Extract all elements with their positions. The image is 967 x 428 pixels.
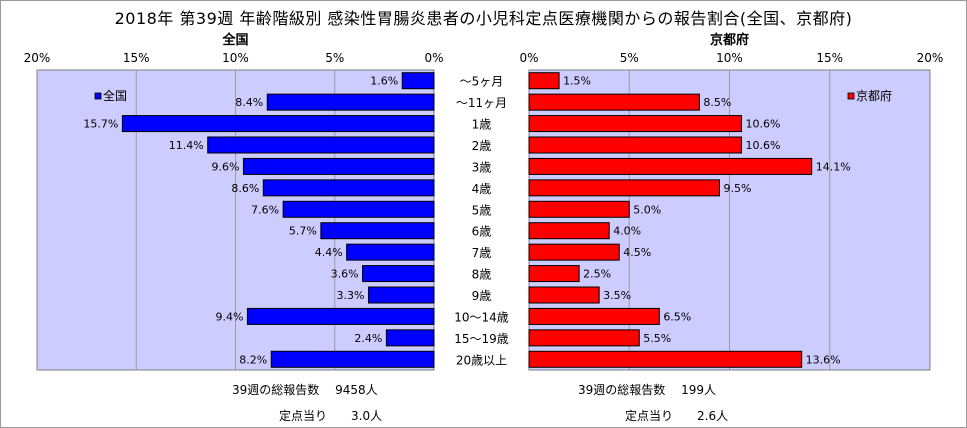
national-per-site: 定点当り 3.0人 (279, 409, 383, 423)
category-label: 6歳 (472, 225, 492, 239)
category-label: 15～19歳 (454, 332, 509, 346)
category-label: 9歳 (472, 289, 492, 303)
national-bar (346, 243, 435, 261)
national-bar (401, 72, 435, 90)
national-tick-label: 15% (123, 51, 150, 65)
national-data-label: 1.6% (370, 75, 398, 88)
kyoto-bar (528, 243, 620, 261)
category-label: 4歳 (472, 182, 492, 196)
national-tick-label: 20% (24, 51, 51, 65)
kyoto-bar (528, 136, 743, 154)
national-data-label: 15.7% (83, 118, 118, 131)
national-data-label: 11.4% (169, 139, 204, 152)
national-bar (367, 286, 435, 304)
kyoto-data-label: 6.5% (663, 310, 691, 323)
kyoto-data-label: 8.5% (703, 96, 731, 109)
kyoto-data-label: 1.5% (563, 75, 591, 88)
national-bar (121, 115, 435, 133)
kyoto-bar (528, 265, 580, 283)
national-tick-label: 10% (222, 51, 249, 65)
kyoto-bar (528, 329, 640, 347)
kyoto-bar (528, 179, 720, 197)
chart-title: 2018年 第39週 年齢階級別 感染性胃腸炎患者の小児科定点医療機関からの報告… (114, 9, 853, 28)
kyoto-bar (528, 307, 660, 325)
kyoto-per-site: 定点当り 2.6人 (625, 409, 729, 423)
category-label: ～5ヶ月 (460, 75, 504, 89)
kyoto-legend-label: 京都府 (856, 88, 892, 103)
kyoto-data-label: 13.6% (806, 353, 841, 366)
category-label: ～11ヶ月 (456, 96, 507, 110)
national-legend-swatch (94, 92, 102, 100)
national-bar (242, 157, 435, 175)
kyoto-bar (528, 350, 803, 368)
national-bar (207, 136, 435, 154)
national-legend-label: 全国 (103, 88, 127, 103)
category-label: 20歳以上 (456, 353, 507, 367)
kyoto-data-label: 10.6% (746, 118, 781, 131)
kyoto-data-label: 5.5% (643, 332, 671, 345)
kyoto-data-label: 4.0% (613, 225, 641, 238)
national-data-label: 8.6% (231, 182, 259, 195)
kyoto-tick-label: 15% (816, 51, 843, 65)
kyoto-bar (528, 286, 600, 304)
national-bar (262, 179, 435, 197)
kyoto-bar (528, 93, 700, 111)
kyoto-tick-label: 0% (519, 51, 538, 65)
kyoto-data-label: 3.5% (603, 289, 631, 302)
kyoto-tick-label: 20% (917, 51, 944, 65)
national-bar (385, 329, 435, 347)
category-label: 7歳 (472, 246, 492, 260)
national-data-label: 8.2% (239, 353, 267, 366)
national-bar (270, 350, 435, 368)
national-data-label: 9.4% (215, 310, 243, 323)
kyoto-legend-swatch (847, 92, 855, 100)
kyoto-tick-label: 5% (620, 51, 639, 65)
national-data-label: 9.6% (211, 160, 239, 173)
national-total-reports: 39週の総報告数 9458人 (232, 383, 378, 397)
kyoto-bar (528, 115, 743, 133)
kyoto-data-label: 9.5% (723, 182, 751, 195)
national-data-label: 4.4% (315, 246, 343, 259)
national-bar (362, 265, 435, 283)
kyoto-data-label: 2.5% (583, 268, 611, 281)
kyoto-bar (528, 200, 630, 218)
national-panel-title: 全国 (221, 32, 248, 48)
national-data-label: 3.6% (331, 268, 359, 281)
national-data-label: 8.4% (235, 96, 263, 109)
kyoto-data-label: 14.1% (816, 160, 851, 173)
category-label: 1歳 (472, 118, 492, 132)
category-label: 3歳 (472, 160, 492, 174)
category-label: 8歳 (472, 268, 492, 282)
national-bar (246, 307, 435, 325)
kyoto-bar (528, 157, 813, 175)
national-tick-label: 5% (325, 51, 344, 65)
kyoto-total-reports: 39週の総報告数 199人 (578, 383, 716, 397)
national-bar (266, 93, 435, 111)
kyoto-bar (528, 222, 610, 240)
kyoto-panel-title: 京都府 (710, 32, 749, 48)
national-bar (282, 200, 435, 218)
national-data-label: 3.3% (337, 289, 365, 302)
kyoto-data-label: 10.6% (746, 139, 781, 152)
category-label: 5歳 (472, 203, 492, 217)
national-data-label: 7.6% (251, 203, 279, 216)
national-data-label: 5.7% (289, 225, 317, 238)
kyoto-data-label: 5.0% (633, 203, 661, 216)
national-tick-label: 0% (424, 51, 443, 65)
category-label: 2歳 (472, 139, 492, 153)
kyoto-tick-label: 10% (716, 51, 743, 65)
national-bar (320, 222, 435, 240)
kyoto-bar (528, 72, 560, 90)
category-label: 10～14歳 (454, 310, 509, 324)
national-data-label: 2.4% (354, 332, 382, 345)
kyoto-data-label: 4.5% (623, 246, 651, 259)
